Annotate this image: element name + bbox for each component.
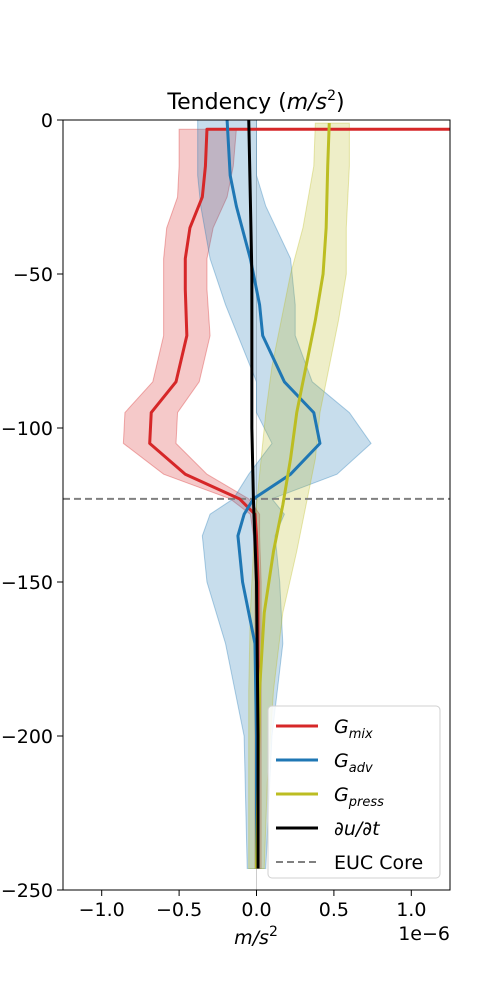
- x-axis: −1.0 −0.5 0.0 0.5 1.0: [79, 890, 426, 921]
- y-tick-label: −150: [1, 572, 53, 594]
- legend-label: Gpress: [334, 784, 384, 810]
- y-tick-label: −100: [1, 418, 53, 440]
- x-axis-label: m/s2: [234, 924, 278, 949]
- x-tick-label: −0.5: [156, 899, 202, 921]
- y-tick-label: −200: [1, 726, 53, 748]
- legend: Gmix Gadv Gpress ∂u/∂t EUC Core: [267, 705, 441, 879]
- x-axis-offset-text: 1e−6: [398, 923, 450, 945]
- legend-label: EUC Core: [334, 852, 423, 874]
- line-press: [255, 123, 331, 869]
- line-dudt: [247, 120, 260, 869]
- x-tick-label: −1.0: [79, 899, 125, 921]
- x-tick-label: 0.0: [241, 899, 271, 921]
- band-adv: [197, 120, 372, 869]
- y-axis: 0 −50 −100 −150 −200 −250: [1, 110, 63, 902]
- legend-box: [267, 705, 441, 879]
- line-mix: [148, 127, 450, 869]
- legend-label: Gmix: [334, 716, 373, 742]
- y-tick-label: −50: [13, 264, 53, 286]
- plot-area: [63, 120, 450, 890]
- band-press: [248, 122, 350, 869]
- legend-label: Gadv: [334, 750, 373, 776]
- x-tick-label: 0.5: [319, 899, 349, 921]
- x-tick-label: 1.0: [396, 899, 426, 921]
- chart-title: Tendency (m/s2): [166, 88, 344, 115]
- y-tick-label: −250: [1, 880, 53, 902]
- y-tick-label: 0: [41, 110, 53, 132]
- line-adv: [225, 120, 322, 869]
- legend-label: ∂u/∂t: [334, 818, 381, 840]
